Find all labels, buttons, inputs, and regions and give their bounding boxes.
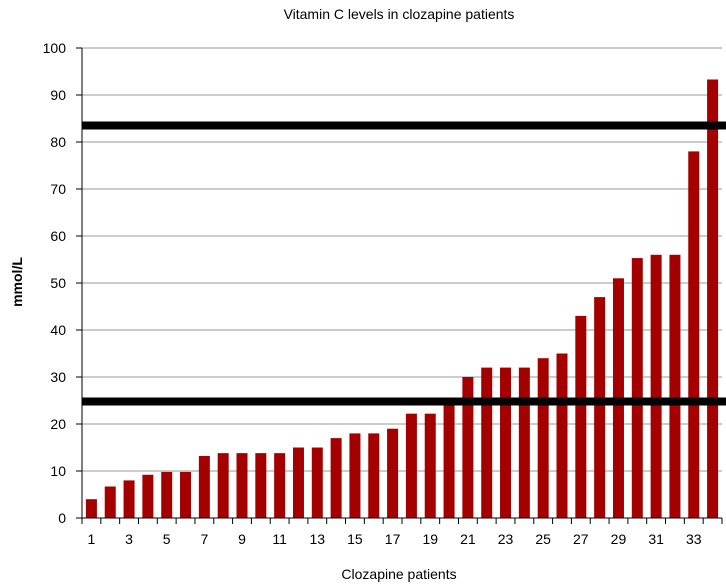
bar	[198, 455, 210, 518]
x-tick-label: 3	[125, 531, 133, 547]
bar	[85, 499, 97, 518]
bar	[368, 433, 380, 518]
bar	[255, 453, 267, 518]
x-tick-label: 21	[460, 531, 476, 547]
bar	[349, 433, 361, 518]
bar	[462, 377, 474, 518]
bar	[142, 474, 154, 518]
x-tick-label: 9	[238, 531, 246, 547]
x-axis-title: Clozapine patients	[341, 566, 456, 582]
y-axis-title: mmol/L	[9, 257, 25, 307]
y-tick-label: 60	[50, 228, 66, 244]
bar	[405, 413, 417, 518]
x-tick-label: 31	[648, 531, 664, 547]
bar	[217, 453, 229, 518]
y-tick-label: 80	[50, 134, 66, 150]
x-tick-label: 13	[310, 531, 326, 547]
bar	[688, 151, 700, 518]
x-tick-label: 19	[422, 531, 438, 547]
y-tick-label: 90	[50, 87, 66, 103]
y-tick-label: 50	[50, 275, 66, 291]
bar	[556, 353, 568, 518]
x-tick-label: 17	[385, 531, 401, 547]
x-tick-label: 33	[686, 531, 702, 547]
reference-lines	[82, 121, 726, 406]
bar	[387, 428, 399, 518]
bar	[424, 413, 436, 518]
gridlines	[82, 47, 722, 472]
bar	[180, 471, 192, 518]
bar	[650, 254, 662, 519]
bar	[443, 400, 455, 518]
bar	[161, 471, 173, 518]
y-tick-label: 20	[50, 416, 66, 432]
bar	[330, 438, 342, 518]
bar	[104, 486, 116, 518]
bar	[707, 79, 719, 519]
bar	[123, 480, 135, 518]
bar	[236, 453, 248, 518]
y-tick-label: 0	[58, 510, 66, 526]
x-tick-labels: 1 3 5 7 9 11 13 15 17 19 21 23 25 27 29 31 33	[81, 518, 723, 547]
bar	[481, 367, 493, 518]
chart-title: Vitamin C levels in clozapine patients	[284, 6, 515, 22]
y-tick-label: 10	[50, 463, 66, 479]
bar	[274, 453, 286, 518]
x-tick-label: 23	[498, 531, 514, 547]
x-tick-label: 7	[200, 531, 208, 547]
x-tick-label: 11	[272, 531, 287, 547]
x-tick-label: 27	[573, 531, 589, 547]
bar	[594, 297, 606, 518]
bar	[537, 358, 549, 518]
bar	[669, 254, 681, 519]
bars	[85, 79, 719, 519]
bar	[575, 315, 587, 518]
y-tick-label: 40	[50, 322, 66, 338]
x-tick-label: 25	[535, 531, 551, 547]
bar	[500, 367, 512, 518]
x-tick-label: 29	[611, 531, 627, 547]
y-tick-label: 30	[50, 369, 66, 385]
x-tick-label: 5	[163, 531, 171, 547]
bar	[311, 447, 323, 518]
x-tick-label: 1	[88, 531, 96, 547]
x-tick-label: 15	[347, 531, 363, 547]
bar	[631, 258, 643, 518]
bar	[292, 447, 304, 518]
y-tick-label: 100	[43, 40, 67, 56]
y-tick-labels: 0 10 20 30 40 50 60 70 80 90 100	[43, 40, 82, 526]
y-tick-label: 70	[50, 181, 66, 197]
bar	[518, 367, 530, 518]
